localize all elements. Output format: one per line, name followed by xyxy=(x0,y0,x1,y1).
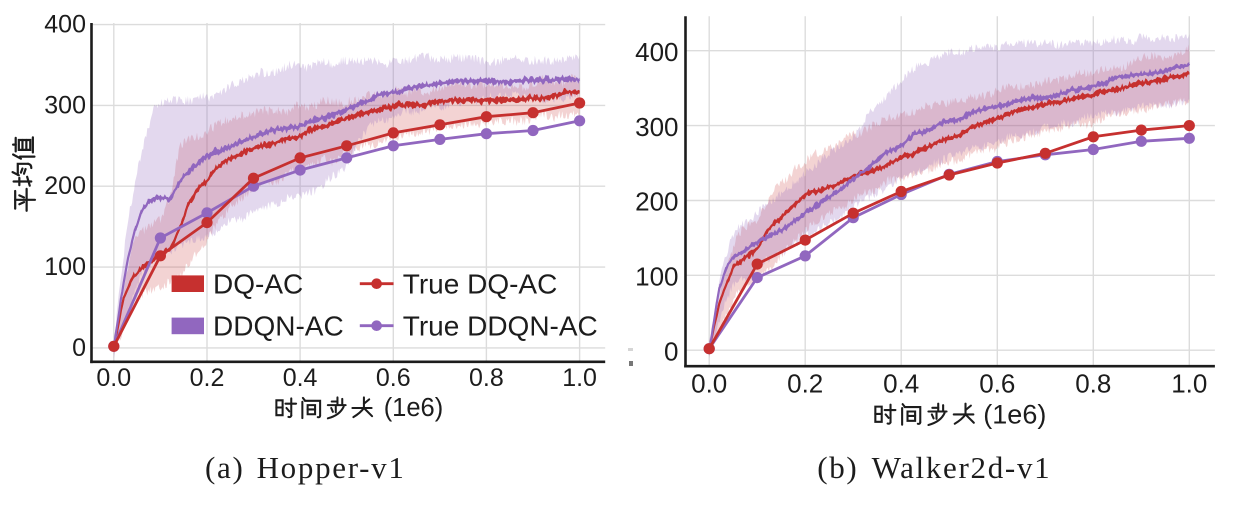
svg-text:0.4: 0.4 xyxy=(283,364,318,392)
svg-text:0.2: 0.2 xyxy=(190,364,225,392)
svg-text:0.6: 0.6 xyxy=(376,364,411,392)
svg-text:(1e6): (1e6) xyxy=(384,394,444,422)
svg-text:0.4: 0.4 xyxy=(883,369,919,399)
svg-text:0.8: 0.8 xyxy=(469,364,504,392)
svg-text:100: 100 xyxy=(44,253,86,281)
svg-text:0.0: 0.0 xyxy=(96,364,131,392)
svg-text:(b): (b) xyxy=(817,450,858,485)
svg-text:Walker2d-v1: Walker2d-v1 xyxy=(872,450,1052,485)
svg-text:300: 300 xyxy=(635,112,678,142)
svg-text:0.2: 0.2 xyxy=(787,369,823,399)
svg-text:DQ-AC: DQ-AC xyxy=(213,269,303,300)
svg-text:0.0: 0.0 xyxy=(691,369,727,399)
svg-text:0.6: 0.6 xyxy=(979,369,1015,399)
svg-text:True DQ-AC: True DQ-AC xyxy=(403,269,558,300)
svg-text:DDQN-AC: DDQN-AC xyxy=(213,311,344,342)
svg-text:0.8: 0.8 xyxy=(1075,369,1111,399)
svg-text:0: 0 xyxy=(664,336,678,366)
svg-text:400: 400 xyxy=(635,37,678,67)
svg-text:1.0: 1.0 xyxy=(1171,369,1207,399)
svg-text:True DDQN-AC: True DDQN-AC xyxy=(403,311,598,342)
svg-text:400: 400 xyxy=(44,11,86,39)
svg-text:300: 300 xyxy=(44,91,86,119)
svg-text:100: 100 xyxy=(635,262,678,292)
svg-text:200: 200 xyxy=(44,172,86,200)
svg-text:Hopper-v1: Hopper-v1 xyxy=(257,450,406,485)
svg-text:(1e6): (1e6) xyxy=(983,400,1046,430)
svg-text:(a): (a) xyxy=(205,450,245,485)
svg-text:200: 200 xyxy=(635,187,678,217)
svg-text:1.0: 1.0 xyxy=(562,364,597,392)
svg-text:0: 0 xyxy=(72,334,86,362)
